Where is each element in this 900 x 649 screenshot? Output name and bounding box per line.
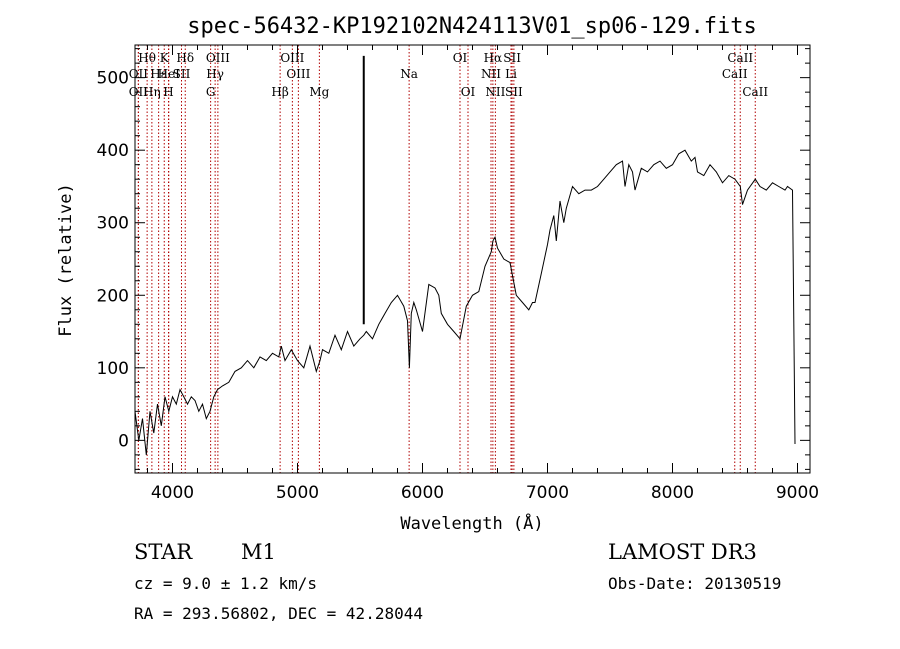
y-tick-label-200: 200 bbox=[97, 286, 129, 306]
x-axis-ticks: 4000 5000 6000 7000 8000 9000 bbox=[147, 45, 819, 503]
spectrum-line bbox=[134, 149, 796, 455]
line-label-14: OIII bbox=[286, 67, 310, 81]
object-class: STAR bbox=[134, 540, 193, 564]
line-label-11: HeI bbox=[158, 67, 181, 81]
x-tick-label-8000: 8000 bbox=[651, 483, 694, 503]
line-label-9: OII bbox=[129, 67, 149, 81]
y-axis-label: Flux (relative) bbox=[56, 183, 76, 337]
line-label-1: K bbox=[160, 51, 170, 65]
line-label-0: Hθ bbox=[138, 51, 156, 65]
line-label-8: CaII bbox=[727, 51, 753, 65]
line-label-5: OI bbox=[453, 51, 468, 65]
y-axis-ticks: 0 100 200 300 400 500 bbox=[97, 48, 810, 470]
line-label-13: Hγ bbox=[206, 67, 224, 81]
object-subclass: M1 bbox=[241, 540, 276, 564]
line-label-12: SII bbox=[173, 67, 191, 81]
x-tick-label-4000: 4000 bbox=[151, 483, 194, 503]
plot-frame bbox=[134, 44, 811, 474]
line-label-15: Na bbox=[400, 67, 418, 81]
x-tick-label-7000: 7000 bbox=[526, 483, 569, 503]
line-label-16: NII bbox=[481, 67, 501, 81]
x-tick-label-6000: 6000 bbox=[401, 483, 444, 503]
redshift-cz: cz = 9.0 ± 1.2 km/s bbox=[134, 574, 318, 593]
x-tick-label-5000: 5000 bbox=[276, 483, 319, 503]
survey-name: LAMOST DR3 bbox=[608, 540, 757, 564]
line-label-2: Hδ bbox=[176, 51, 194, 65]
line-label-24: Mg bbox=[309, 85, 329, 99]
line-label-10: Hε bbox=[150, 67, 167, 81]
line-label-17: Li bbox=[505, 67, 517, 81]
coordinates: RA = 293.56802, DEC = 42.28044 bbox=[134, 604, 423, 623]
spectral-line-markers bbox=[137, 45, 756, 473]
y-tick-label-400: 400 bbox=[97, 141, 129, 161]
x-axis-label: Wavelength (Å) bbox=[400, 512, 543, 534]
line-label-28: CaII bbox=[742, 85, 768, 99]
line-label-18: CaII bbox=[722, 67, 748, 81]
line-label-27: SII bbox=[505, 85, 523, 99]
line-label-22: G bbox=[206, 85, 216, 99]
chart-title: spec-56432-KP192102N424113V01_sp06-129.f… bbox=[187, 14, 757, 39]
x-tick-label-9000: 9000 bbox=[776, 483, 819, 503]
line-label-6: Hα bbox=[484, 51, 503, 65]
line-label-25: OI bbox=[461, 85, 476, 99]
line-label-20: Hη bbox=[143, 85, 161, 99]
line-label-4: OIII bbox=[280, 51, 304, 65]
line-label-26: NII bbox=[485, 85, 505, 99]
line-label-7: SII bbox=[503, 51, 521, 65]
y-tick-label-500: 500 bbox=[97, 69, 129, 89]
y-tick-label-300: 300 bbox=[97, 214, 129, 234]
y-tick-label-100: 100 bbox=[97, 359, 129, 379]
line-label-23: Hβ bbox=[271, 85, 288, 99]
y-tick-label-0: 0 bbox=[118, 431, 129, 451]
line-label-3: OIII bbox=[206, 51, 230, 65]
line-label-21: H bbox=[163, 85, 173, 99]
observation-date: Obs-Date: 20130519 bbox=[608, 574, 782, 593]
